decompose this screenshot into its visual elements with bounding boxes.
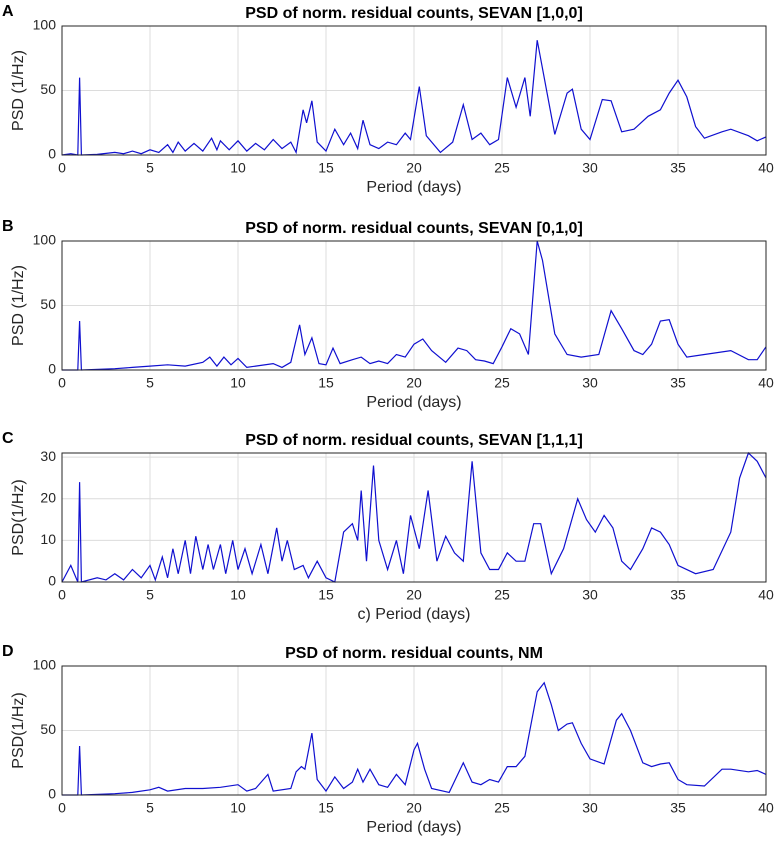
x-tick-label: 35 (670, 375, 686, 391)
x-tick-label: 15 (318, 800, 334, 816)
x-tick-label: 30 (582, 160, 598, 176)
axes-box (61, 240, 767, 371)
panel-letter: A (2, 3, 14, 20)
x-tick-label: 0 (58, 587, 66, 603)
x-tick-label: 30 (582, 800, 598, 816)
y-tick-label: 50 (40, 296, 56, 312)
y-tick-label: 100 (33, 232, 57, 248)
axes-box (61, 25, 767, 156)
x-tick-label: 0 (58, 375, 66, 391)
x-tick-label: 35 (670, 587, 686, 603)
x-tick-label: 10 (230, 587, 246, 603)
y-tick-label: 0 (48, 786, 56, 802)
x-tick-label: 35 (670, 800, 686, 816)
x-tick-label: 20 (406, 160, 422, 176)
x-tick-label: 0 (58, 160, 66, 176)
y-axis-label: PSD (1/Hz) (10, 50, 27, 131)
y-tick-label: 10 (40, 531, 56, 547)
x-tick-label: 20 (406, 587, 422, 603)
subplot: 0 5 10 15 20 25 30 35 40 0 50 100 PSD of norm. resid… (2, 3, 774, 196)
x-tick-label: 35 (670, 160, 686, 176)
x-tick-label: 25 (494, 800, 510, 816)
chart-title: PSD of norm. residual counts, SEVAN [1,0… (245, 5, 583, 22)
subplot: 0 5 10 15 20 25 30 35 40 0 10 20 30 PSD of norm. resi… (2, 430, 774, 623)
axes-box (61, 452, 767, 583)
x-tick-label: 15 (318, 375, 334, 391)
y-tick-label: 100 (33, 657, 57, 673)
psd-line (61, 40, 767, 156)
y-tick-label: 0 (48, 573, 56, 589)
y-tick-label: 50 (40, 721, 56, 737)
x-axis-label: Period (days) (366, 819, 461, 836)
x-tick-label: 15 (318, 587, 334, 603)
x-tick-label: 5 (146, 587, 154, 603)
panel-letter: B (2, 218, 14, 235)
chart-title: PSD of norm. residual counts, SEVAN [1,1… (245, 432, 583, 449)
subplot: 0 5 10 15 20 25 30 35 40 0 50 100 PSD of norm. resid… (2, 218, 774, 411)
x-tick-label: 40 (758, 587, 774, 603)
y-axis-label: PSD(1/Hz) (10, 692, 27, 768)
psd-line (62, 240, 767, 371)
x-tick-label: 15 (318, 160, 334, 176)
x-tick-label: 25 (494, 375, 510, 391)
x-tick-label: 40 (758, 160, 774, 176)
y-tick-label: 0 (48, 361, 56, 377)
x-tick-label: 25 (494, 587, 510, 603)
x-tick-label: 30 (582, 587, 598, 603)
x-tick-label: 10 (230, 800, 246, 816)
x-axis-label: Period (days) (366, 179, 461, 196)
y-tick-label: 30 (40, 448, 56, 464)
panel-letter: D (2, 643, 14, 660)
x-tick-label: 10 (230, 375, 246, 391)
chart-title: PSD of norm. residual counts, SEVAN [0,1… (245, 220, 583, 237)
x-axis-label: c) Period (days) (358, 606, 471, 623)
y-tick-label: 50 (40, 81, 56, 97)
psd-line (61, 451, 767, 583)
x-tick-label: 20 (406, 800, 422, 816)
x-axis-label: Period (days) (366, 394, 461, 411)
x-tick-label: 5 (146, 800, 154, 816)
panel-letter: C (2, 430, 14, 447)
psd-line (62, 681, 767, 796)
x-tick-label: 10 (230, 160, 246, 176)
y-tick-label: 0 (48, 146, 56, 162)
subplot: 0 5 10 15 20 25 30 35 40 0 50 100 PSD of norm. resid… (2, 643, 774, 836)
x-tick-label: 40 (758, 375, 774, 391)
x-tick-label: 40 (758, 800, 774, 816)
x-tick-label: 30 (582, 375, 598, 391)
x-tick-label: 25 (494, 160, 510, 176)
x-tick-label: 20 (406, 375, 422, 391)
axes-box (61, 665, 767, 796)
x-tick-label: 0 (58, 800, 66, 816)
y-tick-label: 20 (40, 489, 56, 505)
y-axis-label: PSD(1/Hz) (10, 479, 27, 555)
chart-title: PSD of norm. residual counts, NM (285, 645, 543, 662)
x-tick-label: 5 (146, 375, 154, 391)
y-axis-label: PSD (1/Hz) (10, 265, 27, 346)
y-tick-label: 100 (33, 17, 57, 33)
x-tick-label: 5 (146, 160, 154, 176)
